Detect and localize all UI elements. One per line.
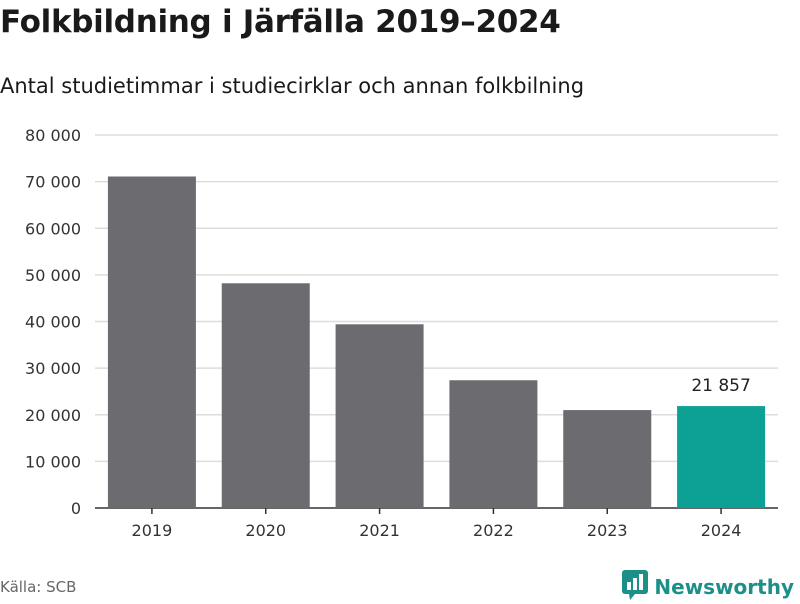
- x-tick-label: 2021: [359, 521, 400, 540]
- y-tick-label: 70 000: [25, 173, 81, 192]
- x-tick-label: 2022: [473, 521, 514, 540]
- brand-logo: Newsworthy: [622, 570, 794, 604]
- bar-2022: [449, 380, 538, 508]
- y-tick-label: 0: [71, 499, 81, 518]
- bar-2019: [107, 176, 196, 508]
- x-tick-label: 2024: [701, 521, 742, 540]
- bar-2023: [563, 410, 652, 508]
- bar-chart: 0 10 000 20 000 30 000 40 000 50 000 60 000 70 …: [25, 126, 778, 540]
- x-tick-label: 2019: [132, 521, 173, 540]
- y-tick-label: 50 000: [25, 266, 81, 285]
- chart-subtitle: Antal studietimmar i studiecirklar och a…: [0, 74, 585, 98]
- source-note: Källa: SCB: [0, 578, 77, 596]
- y-tick-label: 10 000: [25, 452, 81, 471]
- bar-2020: [221, 283, 310, 508]
- x-tick-label: 2023: [587, 521, 628, 540]
- y-tick-label: 20 000: [25, 406, 81, 425]
- y-tick-label: 60 000: [25, 219, 81, 238]
- y-tick-label: 40 000: [25, 313, 81, 332]
- y-tick-label: 30 000: [25, 359, 81, 378]
- bar-2021: [335, 324, 424, 508]
- x-tick-label: 2020: [245, 521, 286, 540]
- chart-title: Folkbildning i Järfälla 2019–2024: [0, 4, 561, 40]
- bar-2024: [677, 406, 766, 508]
- y-tick-label: 80 000: [25, 126, 81, 145]
- data-label: 21 857: [691, 376, 750, 396]
- bar-chart-logo-icon: [622, 570, 649, 604]
- brand-name: Newsworthy: [654, 575, 794, 599]
